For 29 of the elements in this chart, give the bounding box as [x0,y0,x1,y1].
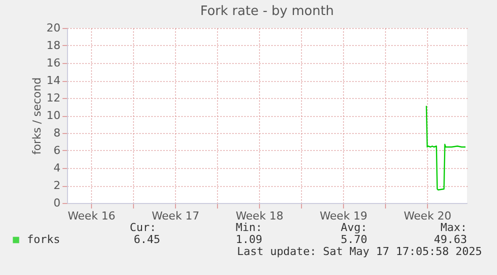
y-axis-title: forks / second [30,77,44,155]
x-tick-label: Week 19 [320,210,368,222]
legend-label: forks [27,233,60,246]
text: 1.09 [236,233,262,246]
text: Cur: [130,221,156,234]
y-tick-label: 10 [46,109,60,122]
y-tick-label: 4 [54,162,60,174]
y-tick-label: 6 [54,144,60,157]
text: 5.70 [340,233,368,246]
y-tick-label: 0 [54,196,60,210]
text: 49.63 [434,233,467,246]
y-tick-label: 18 [46,39,60,52]
x-tick-label: Week 18 [236,210,284,222]
text: Avg: [340,221,368,234]
y-tick-label: 8 [54,126,60,140]
y-tick-label: 12 [46,92,60,104]
text: Last update: Sat May 17 17:05:58 2025 [236,245,482,258]
chart-title: Fork rate - by month [200,4,334,19]
y-tick-label: 2 [54,179,60,192]
text: 6.45 [134,233,160,246]
y-tick-label: 20 [46,22,60,34]
x-tick-label: Week 17 [152,210,200,222]
x-tick-label: Week 16 [68,210,116,222]
text: Min: [236,221,262,234]
y-tick-label: 14 [46,74,60,87]
y-tick-label: 16 [46,56,60,70]
x-tick-label: Week 20 [404,210,452,222]
text: Max: [440,221,467,234]
line-series [426,105,466,190]
